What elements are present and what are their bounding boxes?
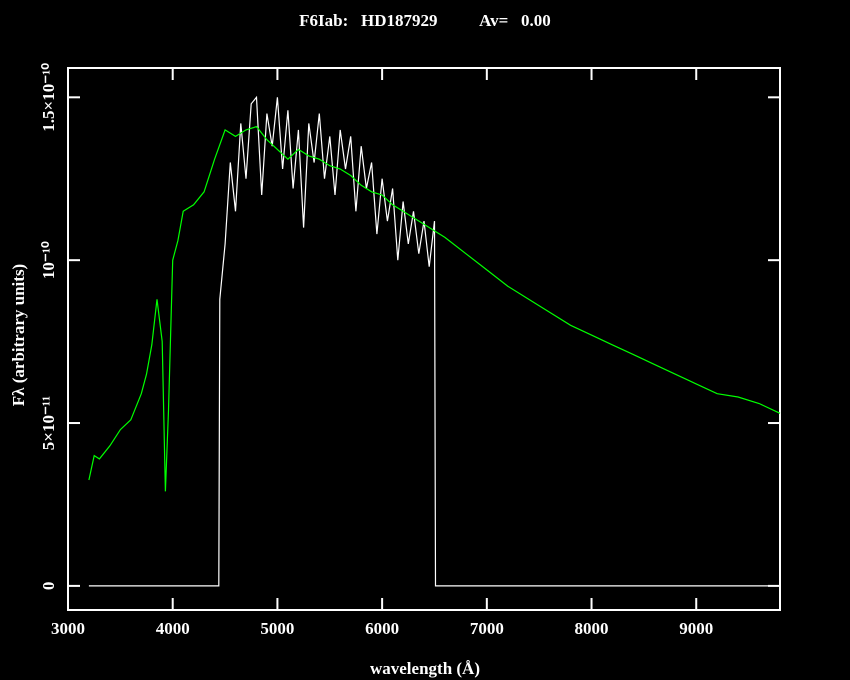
x-tick-label: 6000	[365, 619, 399, 638]
spectrum-line	[88, 95, 780, 587]
y-tick-label: 1.5×10⁻¹⁰	[39, 63, 58, 132]
x-tick-label: 3000	[51, 619, 85, 638]
x-tick-label: 7000	[470, 619, 504, 638]
x-tick-label: 8000	[575, 619, 609, 638]
x-tick-label: 5000	[260, 619, 294, 638]
x-tick-label: 9000	[679, 619, 713, 638]
x-axis-label: wavelength (Å)	[370, 659, 480, 678]
x-tick-label: 4000	[156, 619, 190, 638]
y-tick-label: 5×10⁻¹¹	[39, 396, 58, 450]
chart-title: F6Iab: HD187929 Av= 0.00	[299, 11, 551, 30]
y-tick-label: 10⁻¹⁰	[39, 241, 58, 279]
spectrum-line	[88, 125, 781, 492]
y-axis-label: Fλ (arbitrary units)	[9, 264, 28, 406]
y-tick-label: 0	[39, 582, 58, 591]
plot-frame	[67, 67, 781, 611]
